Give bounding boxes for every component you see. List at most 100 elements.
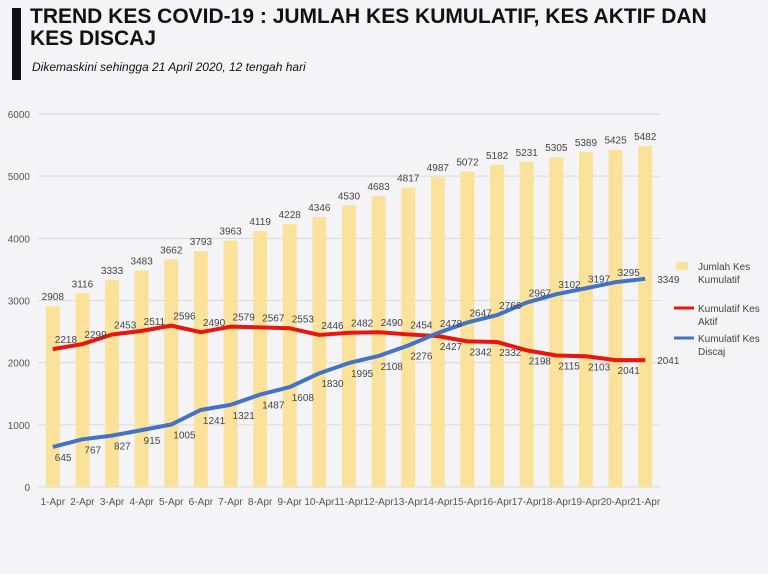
x-tick-label: 13-Apr [393, 497, 424, 508]
bar [578, 151, 593, 487]
x-tick-label: 1-Apr [41, 497, 66, 508]
bar-data-label: 4530 [338, 191, 361, 202]
x-tick-label: 7-Apr [218, 497, 243, 508]
bar-data-label: 5389 [575, 138, 598, 149]
line-data-label: 2567 [262, 313, 285, 324]
bar [253, 230, 268, 488]
line-data-label: 2478 [440, 319, 463, 330]
bar [401, 187, 416, 488]
line-data-label: 1005 [173, 431, 196, 442]
bar-data-label: 5182 [486, 151, 509, 162]
bar-data-label: 3793 [190, 237, 213, 248]
bar [164, 259, 179, 487]
bar-data-label: 3333 [101, 266, 124, 277]
line-data-label: 2108 [381, 362, 404, 373]
y-tick-label: 1000 [8, 421, 31, 432]
x-tick-label: 6-Apr [189, 497, 214, 508]
x-tick-label: 14-Apr [423, 497, 454, 508]
y-tick-label: 4000 [8, 234, 31, 245]
y-tick-label: 6000 [8, 110, 31, 121]
x-tick-label: 16-Apr [482, 497, 513, 508]
x-tick-label: 21-Apr [630, 497, 661, 508]
bar-data-label: 3483 [131, 256, 154, 267]
bar-data-label: 4817 [397, 174, 420, 185]
line-data-label: 2579 [233, 313, 256, 324]
line-data-label: 2490 [203, 318, 226, 329]
line-data-label: 3349 [657, 275, 680, 286]
bar-data-label: 5072 [456, 158, 479, 169]
line-data-label: 1830 [321, 379, 344, 390]
bar-data-label: 5482 [634, 132, 657, 143]
line-data-label: 2342 [469, 347, 492, 358]
bar-data-label: 3116 [72, 279, 94, 290]
bar-data-label: 4119 [249, 217, 271, 228]
page-subtitle: Dikemaskini sehingga 21 April 2020, 12 t… [32, 60, 306, 74]
bar [490, 164, 505, 487]
line-data-label: 2218 [55, 335, 78, 346]
y-tick-label: 2000 [8, 359, 31, 370]
bar-data-label: 3963 [219, 227, 242, 238]
bar-data-label: 5305 [545, 143, 568, 154]
legend-swatch [676, 262, 688, 270]
line-data-label: 1321 [233, 411, 256, 422]
bar [282, 224, 297, 487]
line-data-label: 2967 [529, 289, 552, 300]
bar [460, 171, 475, 487]
bar [105, 279, 120, 487]
line-data-label: 915 [144, 436, 161, 447]
x-tick-label: 3-Apr [100, 497, 125, 508]
x-tick-label: 15-Apr [452, 497, 483, 508]
legend-label: Kumulatif Kes Discaj [698, 334, 760, 358]
x-tick-label: 9-Apr [278, 497, 303, 508]
bar-data-label: 2908 [42, 292, 65, 303]
x-tick-label: 17-Apr [512, 497, 543, 508]
bar [223, 240, 238, 487]
line-data-label: 767 [84, 445, 101, 456]
x-tick-label: 10-Apr [304, 497, 335, 508]
bar [312, 216, 327, 487]
line-data-label: 1487 [262, 401, 285, 412]
line-data-label: 2041 [618, 366, 641, 377]
line-data-label: 2766 [499, 301, 522, 312]
page-title: TREND KES COVID-19 : JUMLAH KES KUMULATI… [30, 5, 707, 50]
line-data-label: 2490 [381, 318, 404, 329]
bar-data-label: 4346 [308, 203, 331, 214]
line-data-label: 2453 [114, 321, 137, 332]
title-accent-bar [12, 8, 21, 80]
x-tick-label: 20-Apr [601, 497, 632, 508]
line-data-label: 2198 [529, 356, 552, 367]
bar-data-label: 4228 [279, 210, 302, 221]
bar [75, 293, 90, 487]
line-series [52, 276, 646, 449]
line-data-label: 2299 [84, 330, 107, 341]
bar [549, 157, 564, 488]
y-tick-label: 3000 [8, 297, 31, 308]
line-data-label: 2647 [469, 308, 492, 319]
x-tick-label: 8-Apr [248, 497, 273, 508]
line-data-label: 2446 [321, 321, 344, 332]
bar-data-label: 5231 [516, 148, 539, 159]
bar [45, 306, 60, 487]
line-data-label: 2553 [292, 314, 315, 325]
line-data-label: 2454 [410, 320, 433, 331]
line-data-label: 1241 [203, 416, 226, 427]
line-data-label: 2482 [351, 319, 374, 330]
legend-label: Kumulatif Kes Aktif [698, 304, 760, 328]
bar-data-label: 3662 [160, 245, 183, 256]
bar [134, 270, 149, 487]
line-data-label: 3197 [588, 274, 611, 285]
bar [371, 195, 386, 487]
bar [608, 149, 623, 487]
bar [519, 161, 534, 488]
bar [342, 205, 356, 487]
line-data-label: 2596 [173, 312, 196, 323]
x-tick-label: 4-Apr [129, 497, 154, 508]
x-tick-label: 18-Apr [541, 497, 572, 508]
x-tick-label: 12-Apr [364, 497, 395, 508]
y-tick-label: 5000 [8, 172, 31, 183]
legend-label: Jumlah Kes Kumulatif [698, 262, 750, 286]
line-series [52, 323, 646, 363]
line-data-label: 1608 [292, 393, 315, 404]
x-tick-label: 2-Apr [70, 497, 95, 508]
